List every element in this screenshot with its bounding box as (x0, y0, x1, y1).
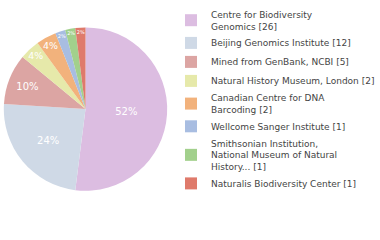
svg-text:2%: 2% (58, 33, 66, 39)
svg-text:Natural History Museum, London: Natural History Museum, London [2] (211, 76, 374, 86)
svg-text:2%: 2% (77, 29, 85, 35)
svg-text:Mined from GenBank, NCBI [5]: Mined from GenBank, NCBI [5] (211, 57, 349, 67)
svg-text:24%: 24% (37, 135, 59, 146)
svg-text:Beijing Genomics Institute [12: Beijing Genomics Institute [12] (211, 38, 351, 48)
svg-text:Centre for BiodiversityGenomic: Centre for BiodiversityGenomics [26] (211, 10, 313, 32)
svg-text:2%: 2% (67, 30, 75, 36)
svg-text:4%: 4% (43, 40, 58, 51)
svg-text:Smithsonian Institution,Nation: Smithsonian Institution,National Museum … (211, 139, 337, 172)
svg-text:52%: 52% (115, 106, 137, 117)
svg-text:10%: 10% (16, 81, 38, 92)
svg-text:Wellcome Sanger Institute [1]: Wellcome Sanger Institute [1] (211, 122, 345, 132)
svg-text:Naturalis Biodiversity Center: Naturalis Biodiversity Center [1] (211, 179, 356, 189)
svg-text:Canadian Centre for DNABarcodi: Canadian Centre for DNABarcoding [2] (211, 93, 325, 115)
svg-text:4%: 4% (28, 50, 43, 61)
